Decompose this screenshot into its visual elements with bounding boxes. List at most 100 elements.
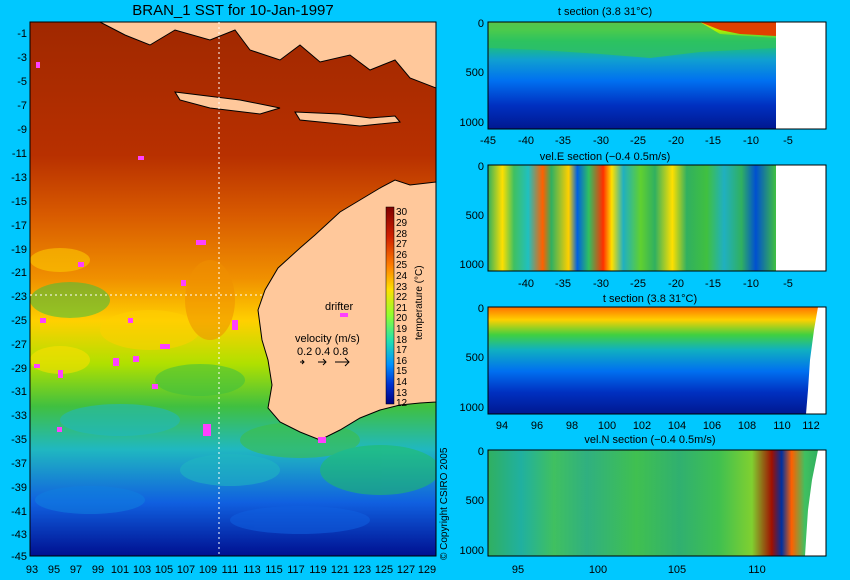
copyright: © Copyright CSIRO 2005 xyxy=(439,447,450,560)
drifter xyxy=(113,358,119,366)
x-tick: 100 xyxy=(589,564,607,576)
x-tick: -35 xyxy=(555,135,571,147)
x-tick: 98 xyxy=(566,420,578,432)
drifter xyxy=(152,384,158,389)
lon-tick: 121 xyxy=(331,564,349,576)
vel-n-fill xyxy=(488,450,818,556)
velocity-arrows xyxy=(300,357,350,367)
velocity-value: 0.2 xyxy=(297,346,312,358)
lon-tick: 113 xyxy=(243,564,261,576)
lon-tick: 125 xyxy=(375,564,393,576)
colorbar-tick: 12 xyxy=(396,398,408,409)
panel-vel-e-section: vel.E section (−0.4 0.5m/s) 0 500 1000 -… xyxy=(460,151,827,290)
colorbar-tick: 17 xyxy=(396,345,408,356)
lat-tick: -31 xyxy=(11,386,27,398)
lon-tick: 117 xyxy=(287,564,305,576)
panel-vel-n-section: vel.N section (−0.4 0.5m/s) 0 500 1000 9… xyxy=(460,434,827,576)
lat-tick: -25 xyxy=(11,315,27,327)
lat-tick: -27 xyxy=(11,339,27,351)
sst-eddies xyxy=(30,248,436,534)
lat-tick: -15 xyxy=(11,196,27,208)
x-tick: -25 xyxy=(630,135,646,147)
drifter xyxy=(196,240,206,245)
y-tick: 0 xyxy=(478,303,484,315)
colorbar-tick: 19 xyxy=(396,324,408,335)
y-tick: 1000 xyxy=(460,259,484,271)
lon-tick: 107 xyxy=(177,564,195,576)
lon-tick: 127 xyxy=(397,564,415,576)
lon-tick: 105 xyxy=(155,564,173,576)
lon-tick: 115 xyxy=(265,564,283,576)
x-tick: -45 xyxy=(480,135,496,147)
drifter xyxy=(318,437,326,443)
x-tick: 106 xyxy=(703,420,721,432)
drifter xyxy=(203,424,211,436)
x-tick: -35 xyxy=(555,278,571,290)
lon-tick: 103 xyxy=(133,564,151,576)
velocity-value: 0.4 xyxy=(315,346,330,358)
drifter xyxy=(138,156,144,160)
colorbar-tick: 18 xyxy=(396,335,408,346)
colorbar-tick: 23 xyxy=(396,282,408,293)
lon-tick: 129 xyxy=(418,564,436,576)
panel-title: vel.N section (−0.4 0.5m/s) xyxy=(584,434,715,446)
y-tick: 0 xyxy=(478,18,484,30)
colorbar-tick: 26 xyxy=(396,250,408,261)
lat-tick: -21 xyxy=(11,267,27,279)
lat-tick: -7 xyxy=(17,100,27,112)
y-tick: 500 xyxy=(466,210,484,222)
t-section-fill xyxy=(488,307,818,414)
map-frame xyxy=(29,21,437,557)
colorbar-tick: 15 xyxy=(396,366,408,377)
drifter xyxy=(36,62,40,68)
y-tick: 1000 xyxy=(460,402,484,414)
x-tick: -15 xyxy=(705,135,721,147)
drifter xyxy=(34,364,40,368)
velocity-title: velocity (m/s) xyxy=(295,333,360,345)
lat-tick: -1 xyxy=(17,28,27,40)
drifter xyxy=(57,427,62,432)
lat-tick: -5 xyxy=(17,76,27,88)
panel-frame xyxy=(487,449,827,557)
colorbar: 30 29 28 27 26 25 24 23 22 21 20 19 18 1… xyxy=(385,206,425,409)
lon-tick: 97 xyxy=(70,564,82,576)
lon-tick: 93 xyxy=(26,564,38,576)
panel-t-section-lat: t section (3.8 31°C) 0 500 1000 -45 -40 … xyxy=(460,6,827,147)
lat-tick: -41 xyxy=(11,506,27,518)
lon-tick: 111 xyxy=(222,564,239,576)
x-tick: -25 xyxy=(630,278,646,290)
y-tick: 500 xyxy=(466,67,484,79)
lat-tick: -45 xyxy=(11,551,27,563)
thermocline xyxy=(488,22,776,58)
x-tick: -15 xyxy=(705,278,721,290)
x-tick: -20 xyxy=(668,135,684,147)
drifter xyxy=(58,370,63,378)
x-tick: -30 xyxy=(593,135,609,147)
colorbar-tick: 14 xyxy=(396,377,408,388)
drifter xyxy=(160,344,170,349)
lat-tick: -29 xyxy=(11,363,27,375)
colorbar-tick: 13 xyxy=(396,388,408,399)
lon-tick: 99 xyxy=(92,564,104,576)
x-tick: 94 xyxy=(496,420,508,432)
colorbar-tick: 16 xyxy=(396,356,408,367)
x-tick: -5 xyxy=(783,278,793,290)
lat-tick: -3 xyxy=(17,52,27,64)
x-tick: 102 xyxy=(633,420,651,432)
colorbar-tick: 30 xyxy=(396,207,408,218)
lon-tick: 123 xyxy=(353,564,371,576)
lat-tick: -35 xyxy=(11,434,27,446)
lat-tick: -19 xyxy=(11,244,27,256)
panel-frame xyxy=(487,21,827,130)
land-java xyxy=(174,91,281,115)
map-lat-axis: -1 -3 -5 -7 -9 -11 -13 -15 -17 -19 -21 -… xyxy=(11,28,27,563)
y-tick: 0 xyxy=(478,446,484,458)
lat-tick: -23 xyxy=(11,291,27,303)
drifter-legend-marker xyxy=(340,313,348,317)
y-tick: 0 xyxy=(478,161,484,173)
x-tick: -40 xyxy=(518,278,534,290)
drifter-label: drifter xyxy=(325,301,353,313)
colorbar-tick: 28 xyxy=(396,229,408,240)
lat-tick: -37 xyxy=(11,458,27,470)
